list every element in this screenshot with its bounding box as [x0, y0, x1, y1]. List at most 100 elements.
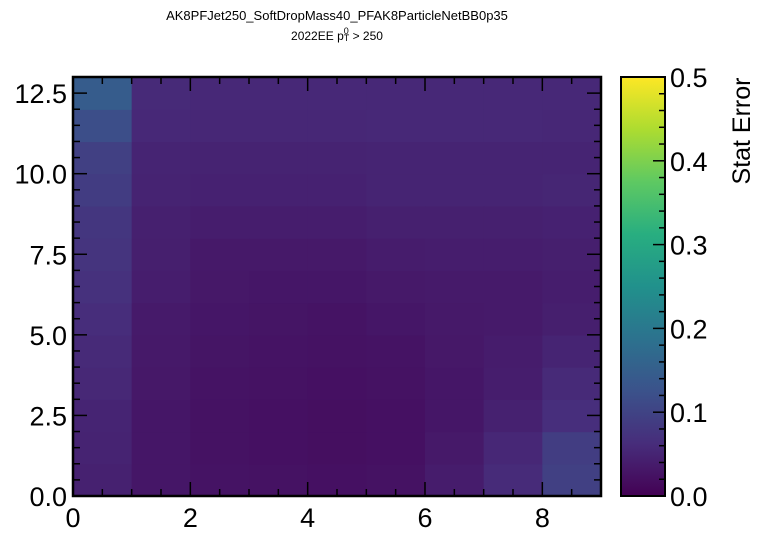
- heatmap-cell: [190, 109, 250, 143]
- heatmap-cell: [483, 205, 543, 239]
- heatmap-cell: [542, 334, 602, 368]
- heatmap-cell: [73, 205, 133, 239]
- subtitle-suffix: > 250: [349, 29, 383, 43]
- y-tick-label: 10.0: [14, 160, 67, 190]
- y-tick-label: 12.5: [14, 79, 67, 109]
- heatmap-cell: [190, 431, 250, 465]
- colorbar-tick-label: 0.5: [670, 63, 708, 93]
- heatmap-cell: [131, 205, 191, 239]
- heatmap-cell: [307, 109, 367, 143]
- heatmap-cell: [190, 399, 250, 433]
- heatmap-cell: [131, 141, 191, 175]
- heatmap-cell: [307, 367, 367, 400]
- heatmap-cell: [249, 334, 309, 368]
- heatmap-cell: [366, 270, 426, 304]
- heatmap-cell: [425, 109, 485, 143]
- heatmap-cell: [249, 205, 309, 239]
- heatmap-cell: [249, 431, 309, 465]
- heatmap-cell: [190, 238, 250, 271]
- heatmap-cell: [366, 367, 426, 400]
- heatmap-cell: [425, 302, 485, 336]
- heatmap-cell: [73, 334, 133, 368]
- heatmap-cell: [542, 431, 602, 465]
- heatmap-cell: [483, 109, 543, 143]
- heatmap-cell: [190, 302, 250, 336]
- heatmap-cell: [307, 399, 367, 433]
- heatmap-cell: [307, 141, 367, 175]
- y-tick-label: 5.0: [29, 321, 67, 351]
- heatmap-cell: [366, 399, 426, 433]
- heatmap-cell: [73, 109, 133, 143]
- colorbar-tick-label: 0.2: [670, 314, 708, 344]
- colorbar: [620, 76, 666, 497]
- heatmap-cell: [131, 270, 191, 304]
- heatmap-cell: [190, 173, 250, 207]
- heatmap-cell: [249, 173, 309, 207]
- x-tick-label: 8: [535, 503, 550, 533]
- heatmap-cell: [249, 141, 309, 175]
- heatmap-cell: [542, 205, 602, 239]
- heatmap-cell: [366, 238, 426, 271]
- heatmap-cell: [483, 367, 543, 400]
- heatmap-cell: [366, 109, 426, 143]
- heatmap-cell: [73, 141, 133, 175]
- colorbar-tick-label: 0.1: [670, 398, 708, 428]
- heatmap-cell: [307, 431, 367, 465]
- heatmap-cell: [131, 399, 191, 433]
- subtitle-prefix: 2022EE p: [291, 29, 344, 43]
- heatmap-cell: [366, 205, 426, 239]
- subtitle-superscript: 0: [343, 25, 349, 36]
- heatmap-cell: [425, 270, 485, 304]
- heatmap-cell: [73, 173, 133, 207]
- y-tick-label: 7.5: [29, 240, 67, 270]
- chart-title: AK8PFJet250_SoftDropMass40_PFAK8Particle…: [166, 8, 508, 23]
- heatmap-cell: [73, 270, 133, 304]
- heatmap-cell: [483, 238, 543, 271]
- heatmap-cell: [307, 302, 367, 336]
- heatmap-cell: [73, 367, 133, 400]
- heatmap-cell: [190, 205, 250, 239]
- x-tick-label: 0: [65, 503, 80, 533]
- y-tick-label: 0.0: [29, 482, 67, 512]
- colorbar-tick-label: 0.4: [670, 147, 708, 177]
- heatmap-cell: [131, 367, 191, 400]
- heatmap-cell: [542, 270, 602, 304]
- heatmap-cell: [425, 431, 485, 465]
- y-tick-label: 2.5: [29, 401, 67, 431]
- heatmap-cell: [131, 431, 191, 465]
- heatmap-cell: [249, 270, 309, 304]
- heatmap-cell: [366, 431, 426, 465]
- heatmap-cell: [425, 173, 485, 207]
- heatmap-cell: [307, 334, 367, 368]
- heatmap-cell: [249, 399, 309, 433]
- colorbar-axis: 0.0 0.1 0.2 0.3 0.4 0.5: [653, 63, 708, 512]
- heatmap-cell: [425, 205, 485, 239]
- heatmap-cell: [73, 302, 133, 336]
- heatmap-cell: [425, 238, 485, 271]
- heatmap-cell: [483, 141, 543, 175]
- heatmap-cell: [249, 367, 309, 400]
- heatmap-cell: [542, 109, 602, 143]
- heatmap-cell: [190, 367, 250, 400]
- heatmap-cell: [542, 141, 602, 175]
- heatmap-cell: [131, 334, 191, 368]
- heatmap-cell: [425, 399, 485, 433]
- heatmap-cell: [483, 334, 543, 368]
- heatmap-cell: [307, 270, 367, 304]
- heatmap-cell: [131, 173, 191, 207]
- heatmap-cell: [307, 238, 367, 271]
- heatmap-cell: [425, 334, 485, 368]
- x-tick-label: 6: [417, 503, 432, 533]
- heatmap-cell: [483, 431, 543, 465]
- heatmap-cell: [542, 302, 602, 336]
- heatmap-cell: [366, 302, 426, 336]
- heatmap-cell: [249, 109, 309, 143]
- heatmap-cell: [131, 109, 191, 143]
- heatmap-cell: [425, 141, 485, 175]
- heatmap-cell: [483, 399, 543, 433]
- x-tick-label: 4: [300, 503, 315, 533]
- heatmap-cell: [483, 302, 543, 336]
- x-axis: 0 2 4 6 8: [65, 77, 602, 533]
